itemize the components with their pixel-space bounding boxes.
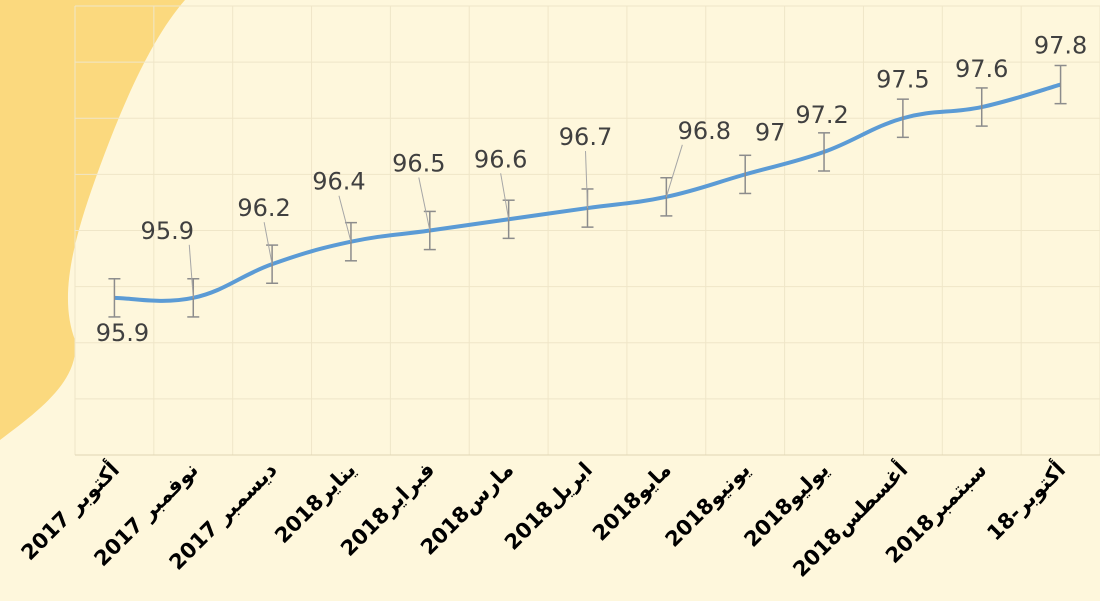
data-label: 96.4 (312, 168, 365, 196)
data-label: 96.5 (392, 150, 445, 178)
data-label: 96.2 (237, 194, 290, 222)
data-label: 97 (755, 118, 786, 146)
data-label: 97.5 (876, 65, 929, 93)
chart: أكتوبر 2017نوفمبر 2017ديسمبر 2017يناير20… (0, 0, 1100, 601)
data-label: 97.8 (1034, 32, 1087, 60)
data-label: 97.2 (795, 101, 848, 129)
data-label: 97.6 (955, 55, 1008, 83)
data-label: 96.8 (678, 117, 731, 145)
data-label: 96.6 (474, 145, 527, 173)
data-label: 95.9 (96, 319, 149, 347)
data-label: 96.7 (559, 123, 612, 151)
data-label: 95.9 (141, 217, 194, 245)
